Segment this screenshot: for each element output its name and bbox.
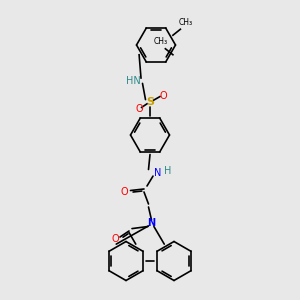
Text: H: H (164, 166, 172, 176)
Text: CH₃: CH₃ (178, 18, 193, 27)
Text: HN: HN (126, 76, 141, 86)
Text: S: S (147, 97, 154, 107)
Text: O: O (136, 104, 143, 115)
Text: CH₃: CH₃ (153, 38, 167, 46)
Text: O: O (160, 91, 167, 101)
Text: O: O (112, 234, 119, 244)
Text: O: O (121, 187, 128, 197)
Text: N: N (154, 167, 161, 178)
Text: N: N (147, 218, 156, 229)
